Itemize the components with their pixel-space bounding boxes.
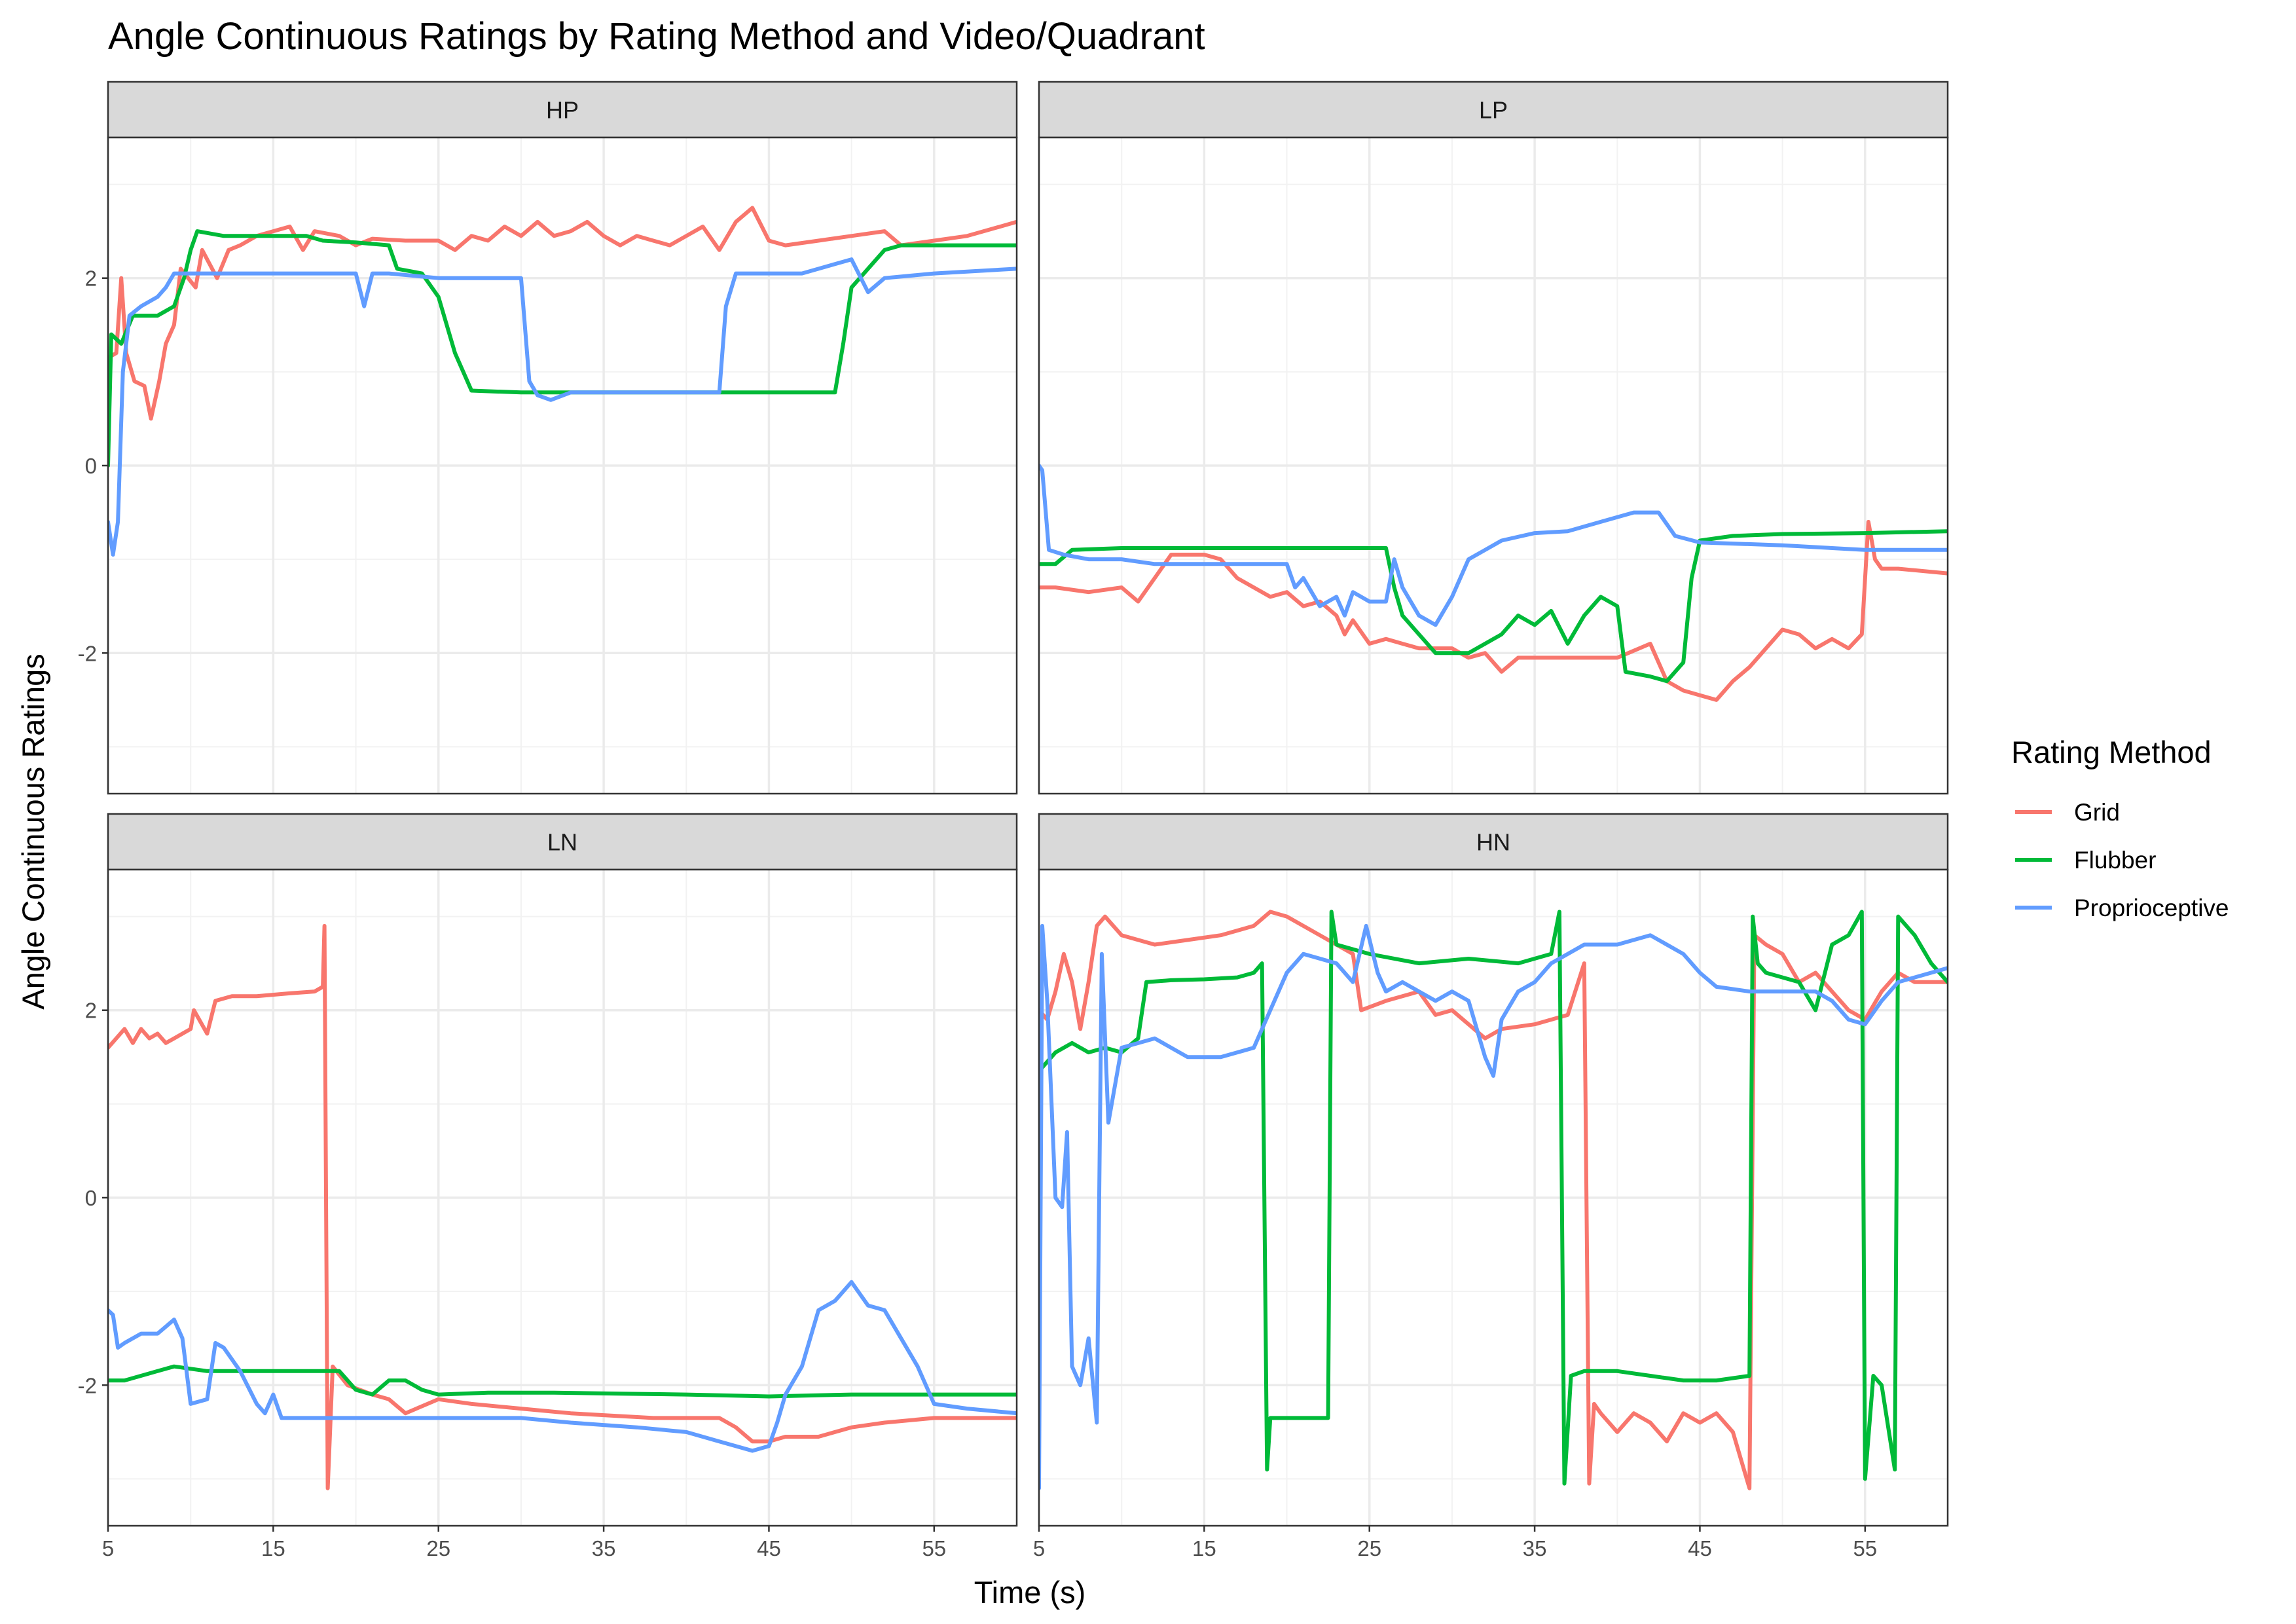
legend-items: Grid Flubber Proprioceptive — [2015, 799, 2229, 921]
series-line-hp-proprioceptive — [108, 257, 1017, 557]
series-line-hn-grid — [1039, 910, 1948, 1490]
series-line-lp-proprioceptive — [1039, 464, 1948, 627]
series-line-lp-grid — [1039, 519, 1948, 702]
gridlines-lp — [1038, 138, 1948, 794]
panel-hn: HN 5 15 25 35 45 55 — [1033, 813, 1949, 1560]
x-tick-label: 55 — [1853, 1536, 1877, 1560]
legend: Rating Method Grid Flubber Proprioceptive — [2011, 735, 2229, 921]
facet-label-hn: HN — [1476, 829, 1510, 856]
series-line-ln-flubber — [108, 1364, 1017, 1399]
facet-label-ln: LN — [547, 829, 577, 856]
y-tick-label: 2 — [85, 267, 97, 291]
x-tick-label: 5 — [1033, 1536, 1045, 1560]
x-tick-label: 5 — [102, 1536, 114, 1560]
y-axis-label: Angle Continuous Ratings — [16, 654, 50, 1009]
series-lines-hp — [108, 206, 1017, 557]
legend-item-proprioceptive: Proprioceptive — [2015, 895, 2229, 921]
series-line-lp-flubber — [1039, 529, 1948, 684]
x-tick-label: 25 — [426, 1536, 450, 1560]
x-axis-label: Time (s) — [974, 1575, 1086, 1610]
panel-hp: HP -2 0 2 — [78, 81, 1018, 795]
gridlines-hn — [1038, 870, 1948, 1526]
series-line-hp-grid — [108, 206, 1017, 421]
x-tick-label: 45 — [757, 1536, 781, 1560]
y-tick-label: -2 — [78, 641, 97, 665]
x-tick-label: 15 — [261, 1536, 285, 1560]
x-tick-label: 35 — [592, 1536, 616, 1560]
y-tick-label: 0 — [85, 1186, 97, 1210]
panel-lp: LP — [1038, 81, 1949, 795]
series-line-hp-flubber — [108, 229, 1017, 468]
y-tick-label: 2 — [85, 999, 97, 1023]
legend-item-flubber: Flubber — [2015, 847, 2156, 874]
x-tick-label: 15 — [1192, 1536, 1216, 1560]
chart-title: Angle Continuous Ratings by Rating Metho… — [108, 15, 1205, 58]
panel-border-hn — [1038, 868, 1949, 1527]
x-tick-label: 45 — [1688, 1536, 1712, 1560]
legend-title: Rating Method — [2011, 735, 2212, 769]
facet-strip-lp — [1038, 81, 1949, 139]
series-lines-ln — [108, 923, 1017, 1490]
y-tick-label: -2 — [78, 1373, 97, 1397]
y-tick-label: 0 — [85, 454, 97, 478]
series-line-hn-flubber — [1039, 910, 1948, 1486]
series-line-hn-proprioceptive — [1039, 923, 1948, 1490]
x-tick-label: 55 — [922, 1536, 946, 1560]
legend-label-proprioceptive: Proprioceptive — [2074, 895, 2229, 921]
series-lines-lp — [1039, 464, 1948, 702]
series-lines-hn — [1039, 910, 1948, 1490]
legend-label-grid: Grid — [2074, 799, 2120, 826]
facet-strip-ln — [107, 813, 1018, 871]
facet-strip-hn — [1038, 813, 1949, 871]
x-tick-label: 35 — [1523, 1536, 1547, 1560]
x-tick-label: 25 — [1357, 1536, 1381, 1560]
facet-label-hp: HP — [546, 97, 579, 124]
legend-label-flubber: Flubber — [2074, 847, 2156, 874]
legend-item-grid: Grid — [2015, 799, 2120, 826]
facet-strip-hp — [107, 81, 1018, 139]
series-line-ln-proprioceptive — [108, 1280, 1017, 1453]
panel-border-lp — [1038, 136, 1949, 795]
facet-label-lp: LP — [1479, 97, 1508, 124]
series-line-ln-grid — [108, 923, 1017, 1490]
